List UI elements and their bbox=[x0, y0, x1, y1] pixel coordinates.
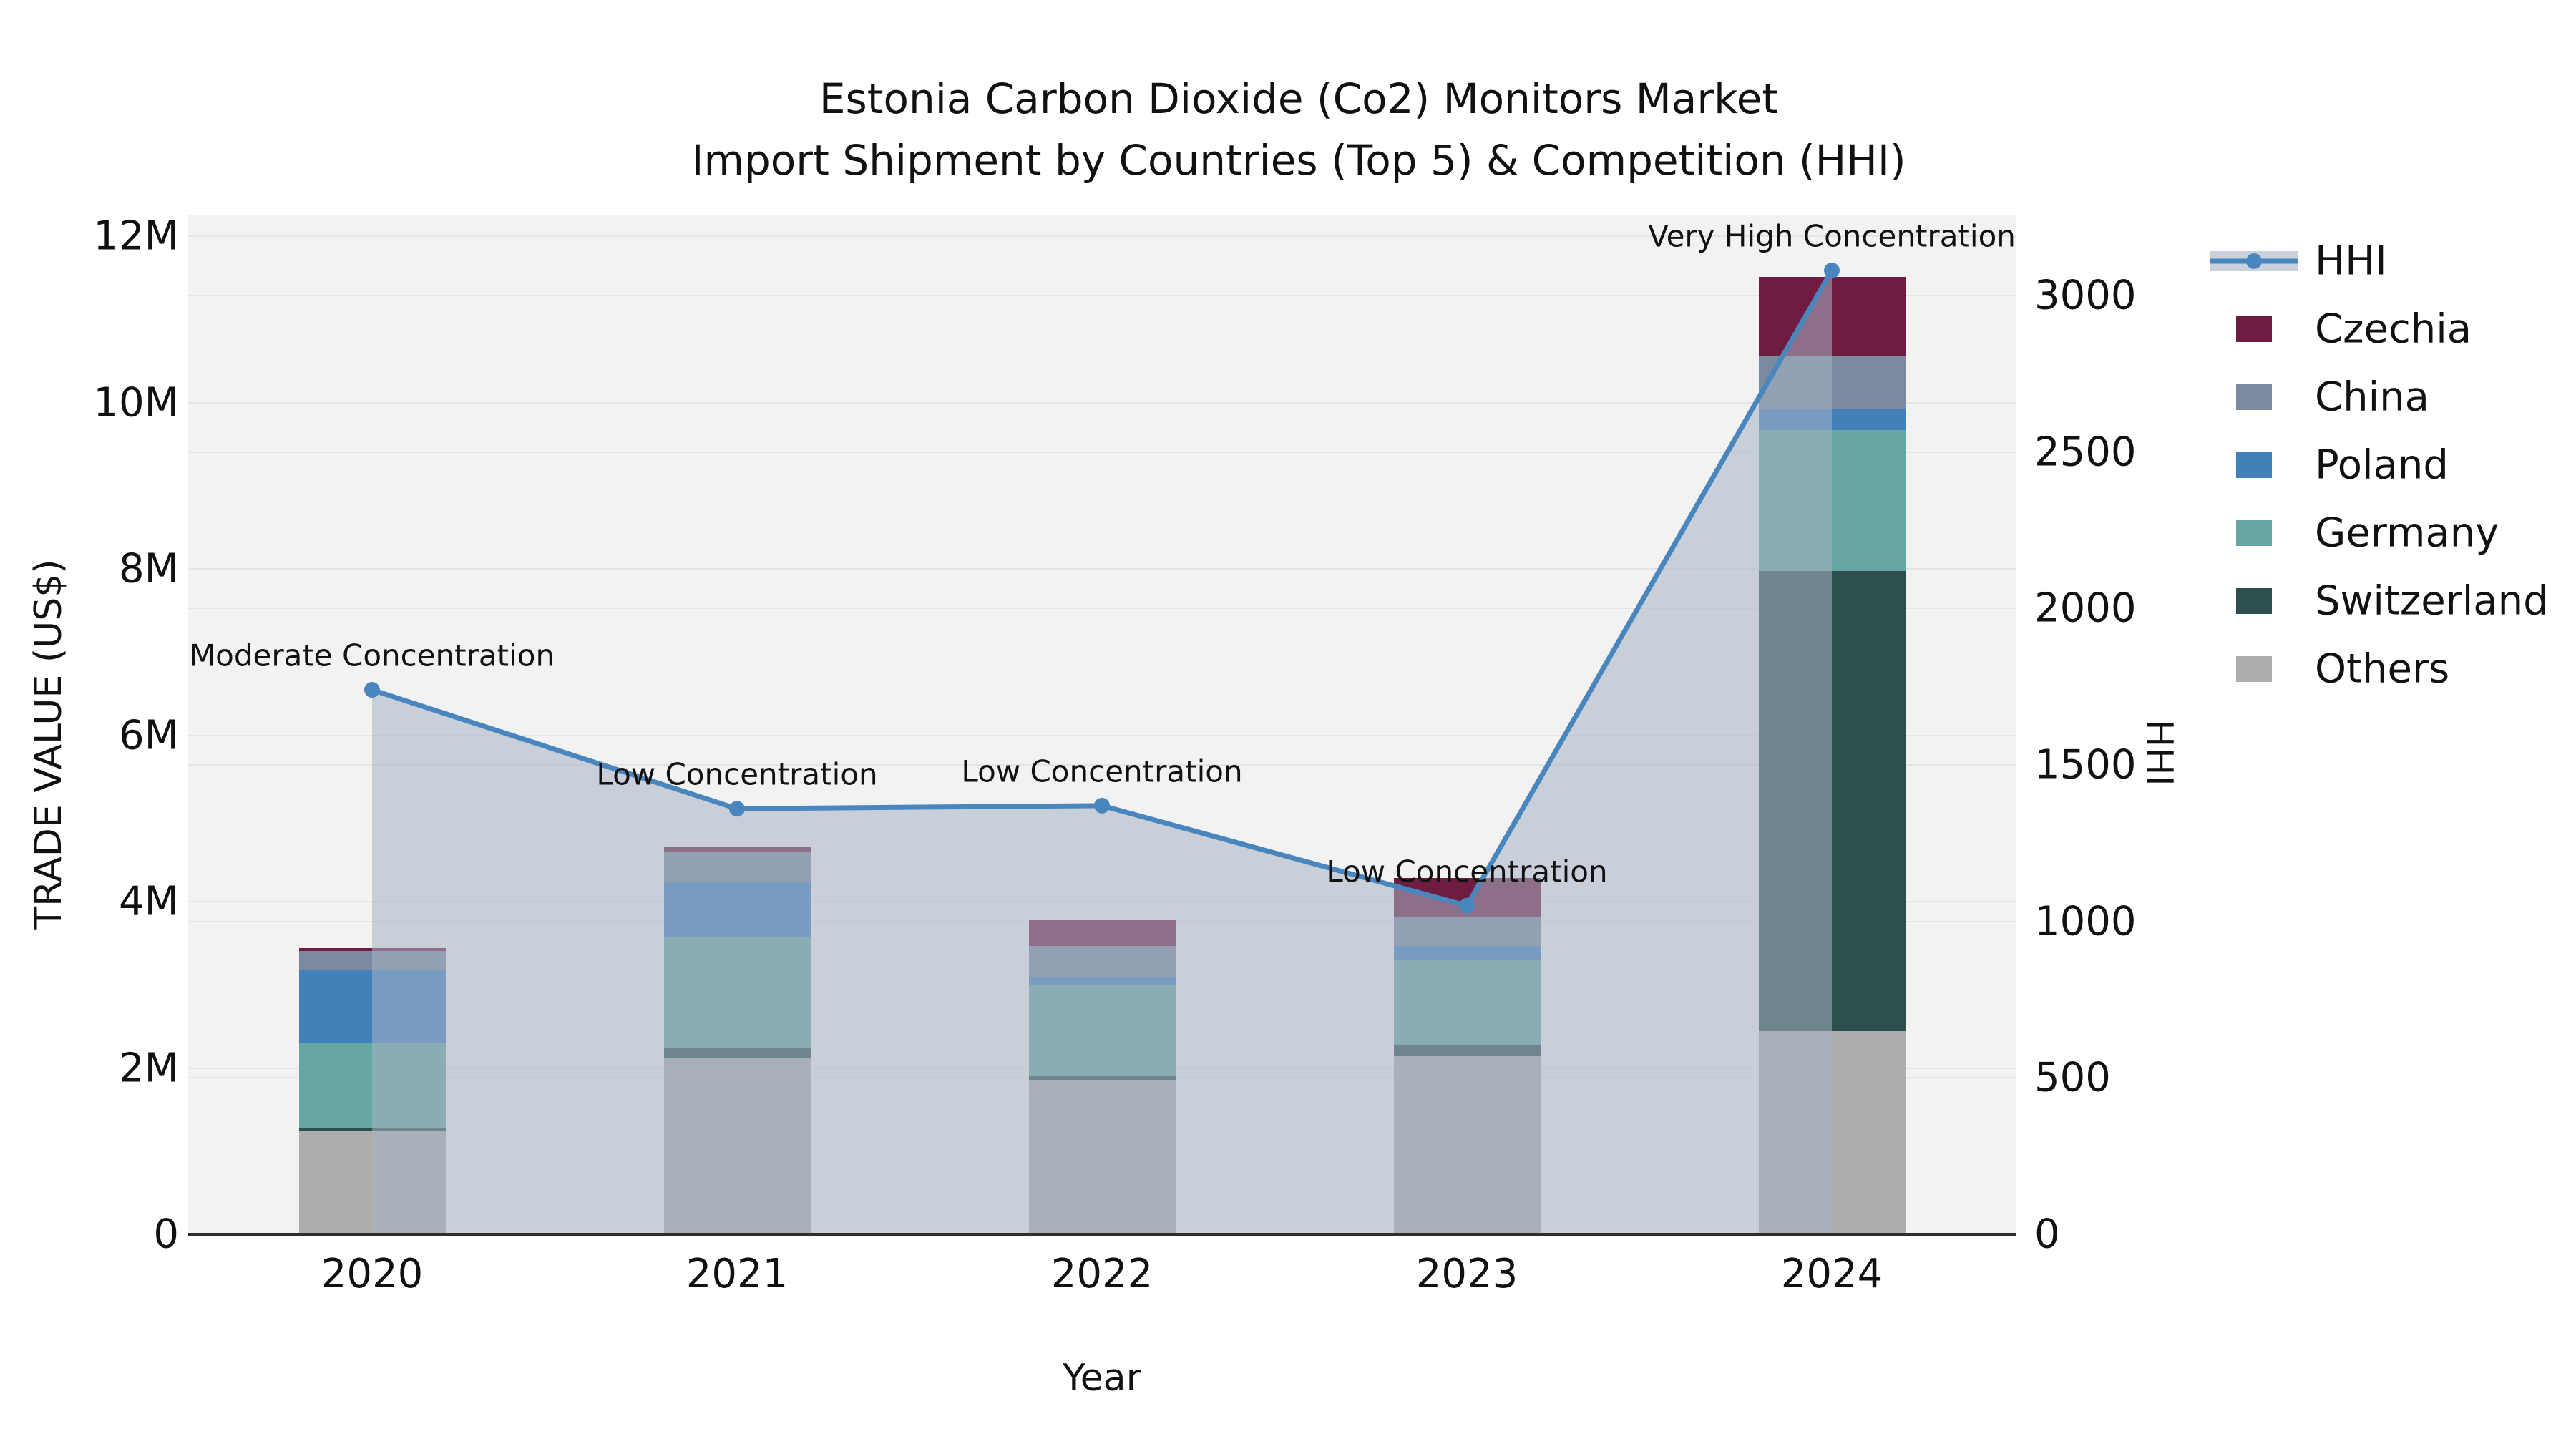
gridline-left-4M bbox=[188, 901, 2016, 902]
annotation-2021: Low Concentration bbox=[596, 756, 878, 792]
legend-swatch-switzerland bbox=[2236, 588, 2272, 614]
x-tick-2023: 2023 bbox=[1415, 1251, 1518, 1297]
legend-swatch-czechia bbox=[2236, 316, 2272, 342]
annotation-2023: Low Concentration bbox=[1326, 854, 1608, 889]
y-left-tick-10M: 10M bbox=[93, 379, 179, 426]
legend-label-others: Others bbox=[2315, 645, 2450, 693]
annotation-2024: Very High Concentration bbox=[1648, 218, 2016, 254]
x-tick-2020: 2020 bbox=[321, 1251, 424, 1297]
bar-segment-germany-2023 bbox=[1393, 960, 1541, 1046]
legend-label-hhi: HHI bbox=[2315, 238, 2387, 285]
bar-segment-czechia-2020 bbox=[298, 948, 446, 951]
legend-label-poland: Poland bbox=[2315, 441, 2449, 489]
bar-segment-czechia-2022 bbox=[1028, 919, 1176, 946]
bar-segment-china-2024 bbox=[1758, 356, 1906, 409]
x-tick-2021: 2021 bbox=[686, 1251, 789, 1297]
bar-segment-china-2023 bbox=[1393, 916, 1541, 946]
bar-segment-others-2023 bbox=[1393, 1056, 1541, 1234]
bar-segment-switzerland-2022 bbox=[1028, 1076, 1176, 1080]
bar-segment-switzerland-2023 bbox=[1393, 1045, 1541, 1057]
legend-swatch-poland bbox=[2236, 452, 2272, 478]
bar-segment-china-2022 bbox=[1028, 945, 1176, 977]
y-left-tick-0: 0 bbox=[153, 1211, 179, 1258]
y-right-tick-0: 0 bbox=[2034, 1211, 2060, 1258]
legend-swatch-china bbox=[2236, 384, 2272, 410]
y-left-tick-6M: 6M bbox=[119, 712, 179, 758]
bar-segment-poland-2023 bbox=[1393, 945, 1541, 960]
legend-label-china: China bbox=[2315, 374, 2429, 421]
bar-segment-poland-2022 bbox=[1028, 976, 1176, 985]
x-axis-title: Year bbox=[1062, 1357, 1142, 1400]
bar-segment-china-2021 bbox=[663, 852, 811, 882]
gridline-right-2000 bbox=[188, 608, 2016, 610]
bar-segment-switzerland-2021 bbox=[663, 1048, 811, 1058]
annotation-2020: Moderate Concentration bbox=[189, 638, 555, 673]
bar-segment-poland-2024 bbox=[1758, 408, 1906, 430]
chart-title-line1: Estonia Carbon Dioxide (Co2) Monitors Ma… bbox=[819, 74, 1779, 123]
y-left-tick-4M: 4M bbox=[119, 878, 179, 925]
bar-segment-czechia-2021 bbox=[663, 847, 811, 852]
bar-segment-germany-2022 bbox=[1028, 985, 1176, 1077]
y-right-tick-3000: 3000 bbox=[2034, 272, 2137, 319]
y-right-tick-500: 500 bbox=[2034, 1054, 2111, 1101]
y-left-tick-12M: 12M bbox=[93, 213, 179, 260]
bar-segment-others-2021 bbox=[663, 1058, 811, 1234]
x-tick-2024: 2024 bbox=[1780, 1251, 1883, 1297]
gridline-left-10M bbox=[188, 401, 2016, 404]
legend-label-czechia: Czechia bbox=[2315, 306, 2472, 353]
y-right-tick-2000: 2000 bbox=[2034, 585, 2137, 632]
bar-segment-czechia-2024 bbox=[1758, 276, 1906, 356]
annotation-2022: Low Concentration bbox=[961, 753, 1243, 789]
y-left-tick-8M: 8M bbox=[119, 545, 179, 592]
y-right-tick-1500: 1500 bbox=[2034, 741, 2137, 789]
y-right-tick-1000: 1000 bbox=[2034, 898, 2137, 945]
y-axis-right-title: HHI bbox=[2137, 719, 2180, 786]
legend-hhi-line-swatch bbox=[2210, 253, 2298, 269]
bar-segment-switzerland-2024 bbox=[1758, 571, 1906, 1032]
y-axis-left-title: TRADE VALUE (US$) bbox=[27, 559, 70, 930]
chart-title-line2: Import Shipment by Countries (Top 5) & C… bbox=[691, 136, 1906, 185]
legend-swatch-germany bbox=[2236, 520, 2272, 546]
bar-segment-poland-2020 bbox=[298, 970, 446, 1043]
bar-segment-germany-2021 bbox=[663, 936, 811, 1048]
gridline-left-8M bbox=[188, 568, 2016, 570]
legend-label-germany: Germany bbox=[2315, 509, 2499, 557]
bar-segment-poland-2021 bbox=[663, 882, 811, 937]
y-left-tick-2M: 2M bbox=[119, 1045, 179, 1091]
bar-segment-others-2024 bbox=[1758, 1031, 1906, 1234]
gridline-left-12M bbox=[188, 235, 2016, 237]
x-tick-2022: 2022 bbox=[1050, 1251, 1153, 1297]
gridline-right-2500 bbox=[188, 451, 2016, 453]
bar-segment-others-2020 bbox=[298, 1131, 446, 1234]
bar-segment-germany-2020 bbox=[298, 1043, 446, 1129]
legend-swatch-others bbox=[2236, 656, 2272, 682]
bar-segment-others-2022 bbox=[1028, 1079, 1176, 1234]
gridline-left-6M bbox=[188, 734, 2016, 736]
bar-segment-germany-2024 bbox=[1758, 429, 1906, 572]
bar-segment-switzerland-2020 bbox=[298, 1128, 446, 1131]
x-axis-spine bbox=[188, 1233, 2016, 1236]
bar-segment-china-2020 bbox=[298, 950, 446, 971]
gridline-right-3000 bbox=[188, 295, 2016, 296]
y-right-tick-2500: 2500 bbox=[2034, 429, 2137, 476]
legend-label-switzerland: Switzerland bbox=[2315, 577, 2549, 625]
